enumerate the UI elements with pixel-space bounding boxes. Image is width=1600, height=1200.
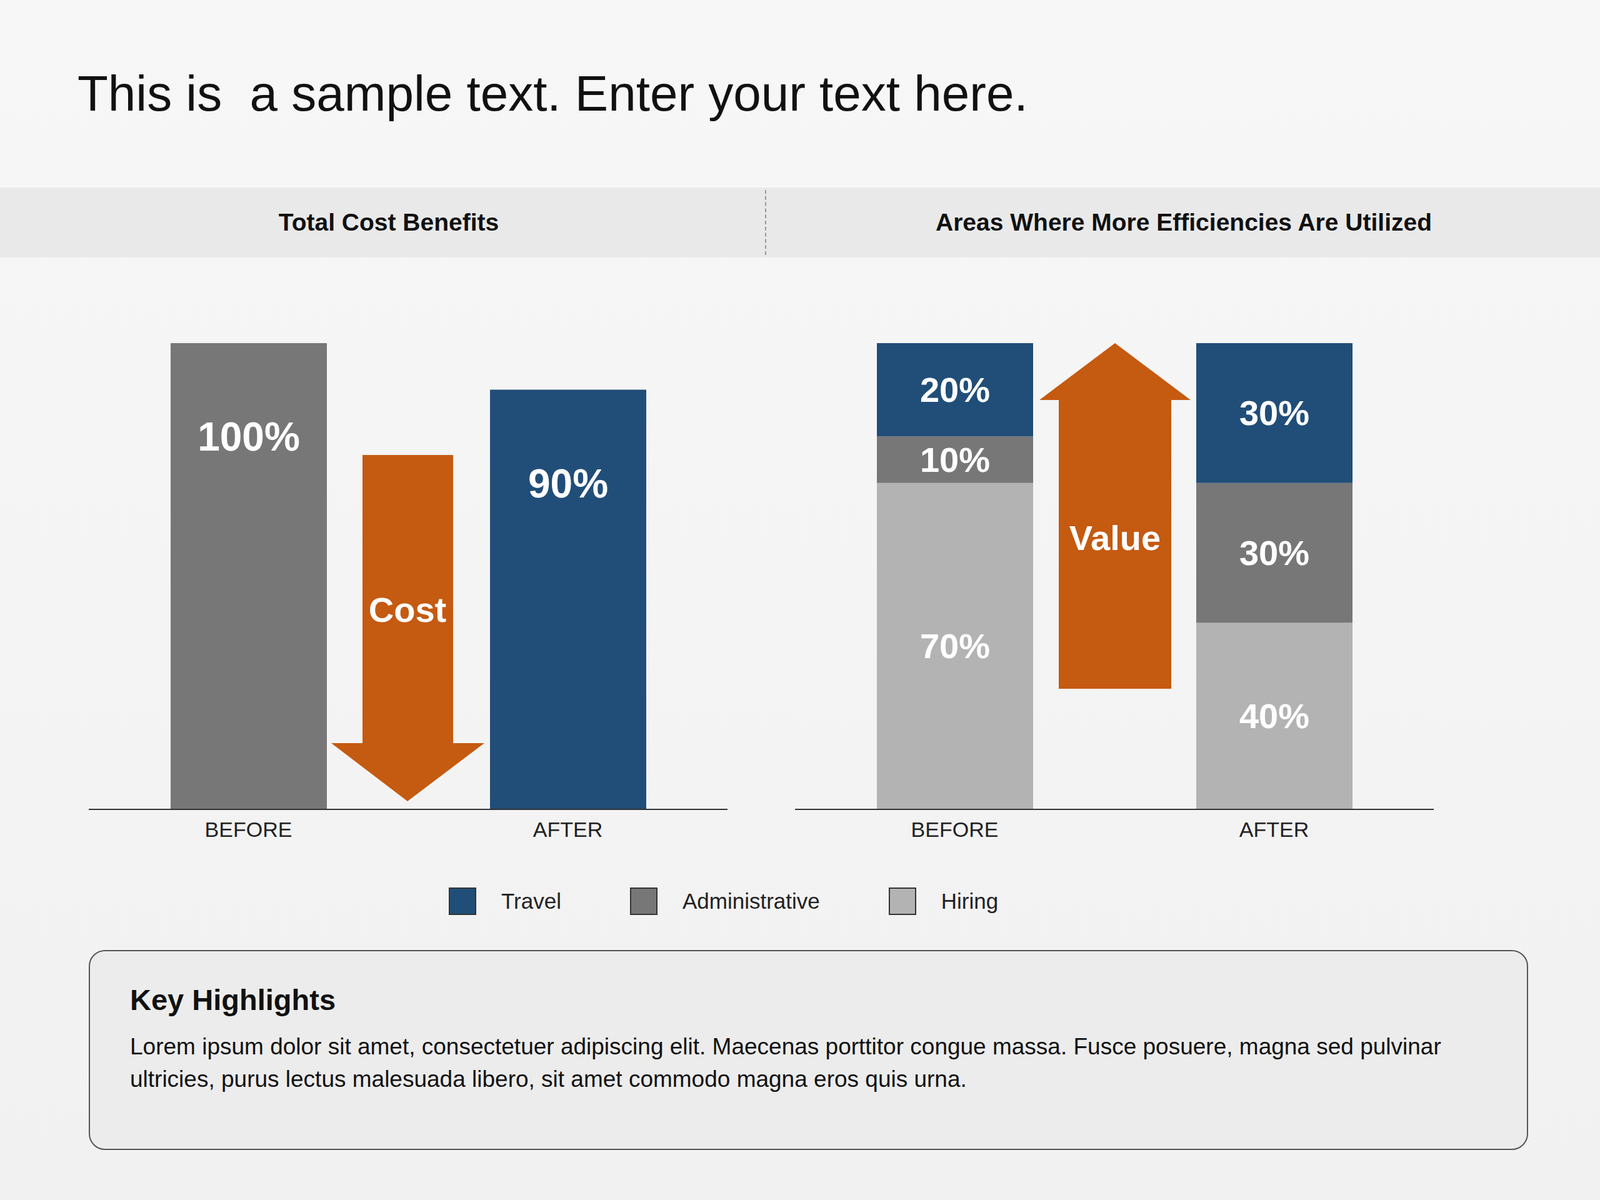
- html-text:Administrative: Administrative: [682, 888, 820, 914]
- svg-text:40%: 40%: [1239, 696, 1310, 736]
- svg-text:Value: Value: [1069, 518, 1161, 558]
- svg-text:AFTER: AFTER: [533, 817, 603, 842]
- html-text:Areas Where More Efficiencies: Areas Where More Efficiencies Are Utiliz…: [935, 208, 1432, 236]
- svg-text:70%: 70%: [920, 626, 990, 666]
- html-text:This is a sample text. Enter y: This is a sample text. Enter your text h…: [77, 65, 1028, 122]
- html-text:Lorem ipsum dolor sit amet, co: Lorem ipsum dolor sit amet, consectetuer…: [130, 1033, 1442, 1092]
- html-text:Travel: Travel: [501, 888, 562, 914]
- html-text:Hiring: Hiring: [941, 888, 999, 914]
- svg-text:AFTER: AFTER: [1239, 817, 1309, 842]
- html-text:Total Cost Benefits: Total Cost Benefits: [278, 208, 499, 236]
- svg-text:30%: 30%: [1239, 533, 1310, 573]
- svg-text:30%: 30%: [1239, 393, 1310, 433]
- svg-text:Cost: Cost: [368, 590, 447, 630]
- svg-text:BEFORE: BEFORE: [911, 817, 999, 842]
- svg-text:BEFORE: BEFORE: [205, 817, 293, 842]
- html-text:Key Highlights: Key Highlights: [130, 983, 336, 1017]
- svg-text:100%: 100%: [197, 414, 300, 460]
- svg-text:20%: 20%: [920, 370, 990, 410]
- svg-text:90%: 90%: [528, 461, 609, 507]
- svg-text:10%: 10%: [920, 440, 990, 480]
